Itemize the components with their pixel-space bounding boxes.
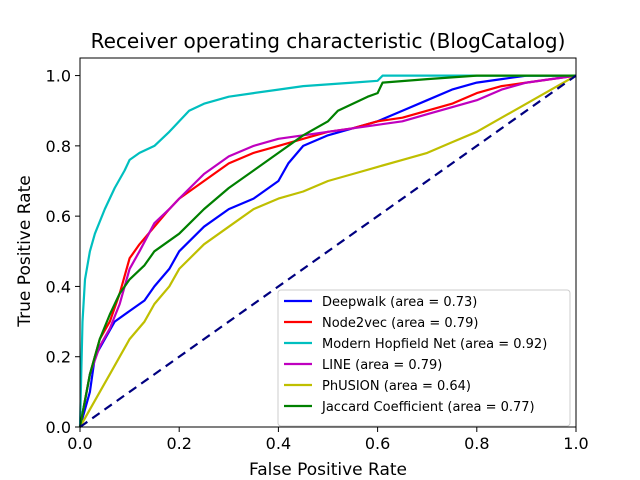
x-tick-label: 0.8 [464, 434, 489, 453]
axes-frame [79, 57, 577, 428]
x-tick-label: 0.0 [67, 434, 92, 453]
series-line-2 [78, 74, 576, 428]
x-tick-label: 0.6 [365, 434, 390, 453]
x-axis: 0.0 0.2 0.4 0.6 0.8 1.0 [67, 427, 589, 453]
legend-entry-label: LINE (area = 0.79) [322, 358, 442, 373]
y-tick-label: 0.2 [46, 348, 71, 367]
series-line-3 [78, 74, 577, 428]
series-line-5 [78, 74, 576, 428]
series-line-1 [78, 74, 577, 428]
x-tick-label: 1.0 [563, 434, 588, 453]
y-tick-label: 0.8 [46, 137, 71, 156]
legend-entry-label: Jaccard Coefficient (area = 0.77) [321, 400, 535, 415]
y-axis-label: True Positive Rate [15, 175, 35, 327]
y-axis: 0.0 0.2 0.4 0.6 0.8 1.0 [46, 67, 80, 437]
legend-entry-label: Deepwalk (area = 0.73) [322, 295, 477, 310]
legend-entry-label: Node2vec (area = 0.79) [322, 316, 478, 331]
series-line-4 [79, 74, 577, 428]
legend-box [277, 289, 571, 427]
y-tick-label: 0.0 [46, 418, 71, 437]
legend-entry-label: PhUSION (area = 0.64) [322, 379, 471, 394]
y-tick-label: 0.4 [46, 277, 71, 296]
chance-line [79, 74, 577, 428]
x-tick-label: 0.2 [166, 434, 191, 453]
y-tick-label: 0.6 [46, 207, 71, 226]
y-tick-label: 1.0 [46, 67, 71, 86]
legend-entry-label: Modern Hopfield Net (area = 0.92) [322, 337, 547, 352]
plot-area [78, 57, 577, 428]
legend: Deepwalk (area = 0.73) Node2vec (area = 0… [277, 289, 571, 427]
x-axis-label: False Positive Rate [249, 460, 407, 480]
x-tick-label: 0.4 [266, 434, 291, 453]
chart-title: Receiver operating characteristic (BlogC… [91, 29, 566, 53]
series-line-0 [78, 74, 576, 428]
